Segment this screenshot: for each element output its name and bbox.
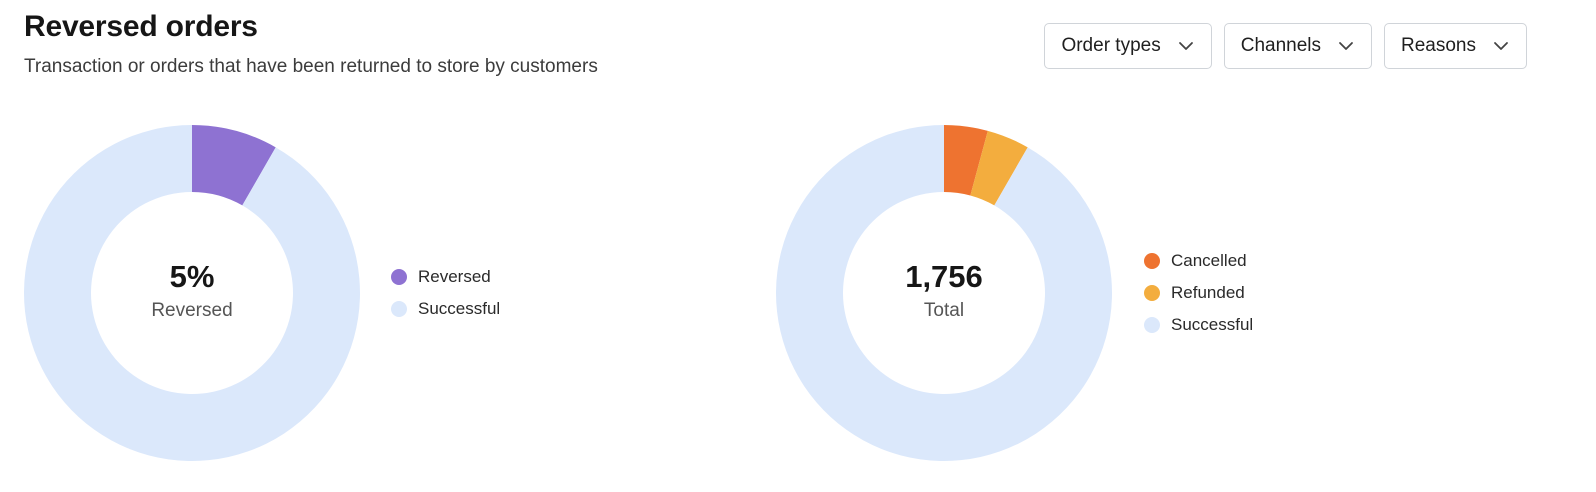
legend-swatch: [1144, 317, 1160, 333]
legend-swatch: [391, 269, 407, 285]
chevron-down-icon: [1339, 42, 1353, 50]
legend-item-cancelled: Cancelled: [1144, 245, 1253, 277]
reasons-dropdown[interactable]: Reasons: [1384, 23, 1527, 69]
page-subtitle: Transaction or orders that have been ret…: [24, 56, 598, 77]
legend-item-successful: Successful: [391, 293, 500, 325]
channels-dropdown[interactable]: Channels: [1223, 23, 1372, 69]
legend-label: Cancelled: [1171, 251, 1247, 270]
reasons-label: Reasons: [1401, 35, 1476, 56]
legend-label: Successful: [1171, 315, 1254, 334]
legend-label: Reversed: [418, 267, 491, 286]
legend-swatch: [391, 301, 407, 317]
legend-swatch: [1144, 253, 1160, 269]
reversed-donut: [23, 125, 360, 461]
donut-slice-successful: [776, 125, 1112, 461]
legend-item-reversed: Reversed: [391, 261, 500, 293]
legend-label: Refunded: [1171, 283, 1245, 302]
order-types-label: Order types: [1061, 35, 1161, 56]
total-center-value: 1,756: [905, 259, 983, 294]
total-center-label: Total: [923, 300, 965, 321]
legend-swatch: [1144, 285, 1160, 301]
chevron-down-icon: [1178, 42, 1193, 50]
legend-item-refunded: Refunded: [1144, 277, 1253, 309]
reversed-center-label: Reversed: [151, 300, 233, 321]
chevron-down-icon: [1494, 42, 1508, 50]
order-types-dropdown[interactable]: Order types: [1044, 23, 1212, 69]
donut-slice-reversed: [192, 125, 276, 206]
reversed-center-value: 5%: [169, 259, 215, 294]
page-title: Reversed orders: [24, 10, 258, 43]
legend-item-successful: Successful: [1144, 309, 1253, 341]
legend-label: Successful: [418, 299, 501, 318]
total-donut: [776, 125, 1112, 461]
reversed-legend: Reversed Successful: [391, 261, 500, 325]
donut-slice-cancelled: [944, 125, 988, 196]
donut-slice-successful: [23, 125, 360, 461]
filter-bar: Order types Channels Reasons: [1044, 23, 1527, 69]
channels-label: Channels: [1240, 35, 1321, 56]
total-legend: Cancelled Refunded Successful: [1144, 245, 1253, 341]
donut-slice-refunded: [970, 130, 1028, 206]
